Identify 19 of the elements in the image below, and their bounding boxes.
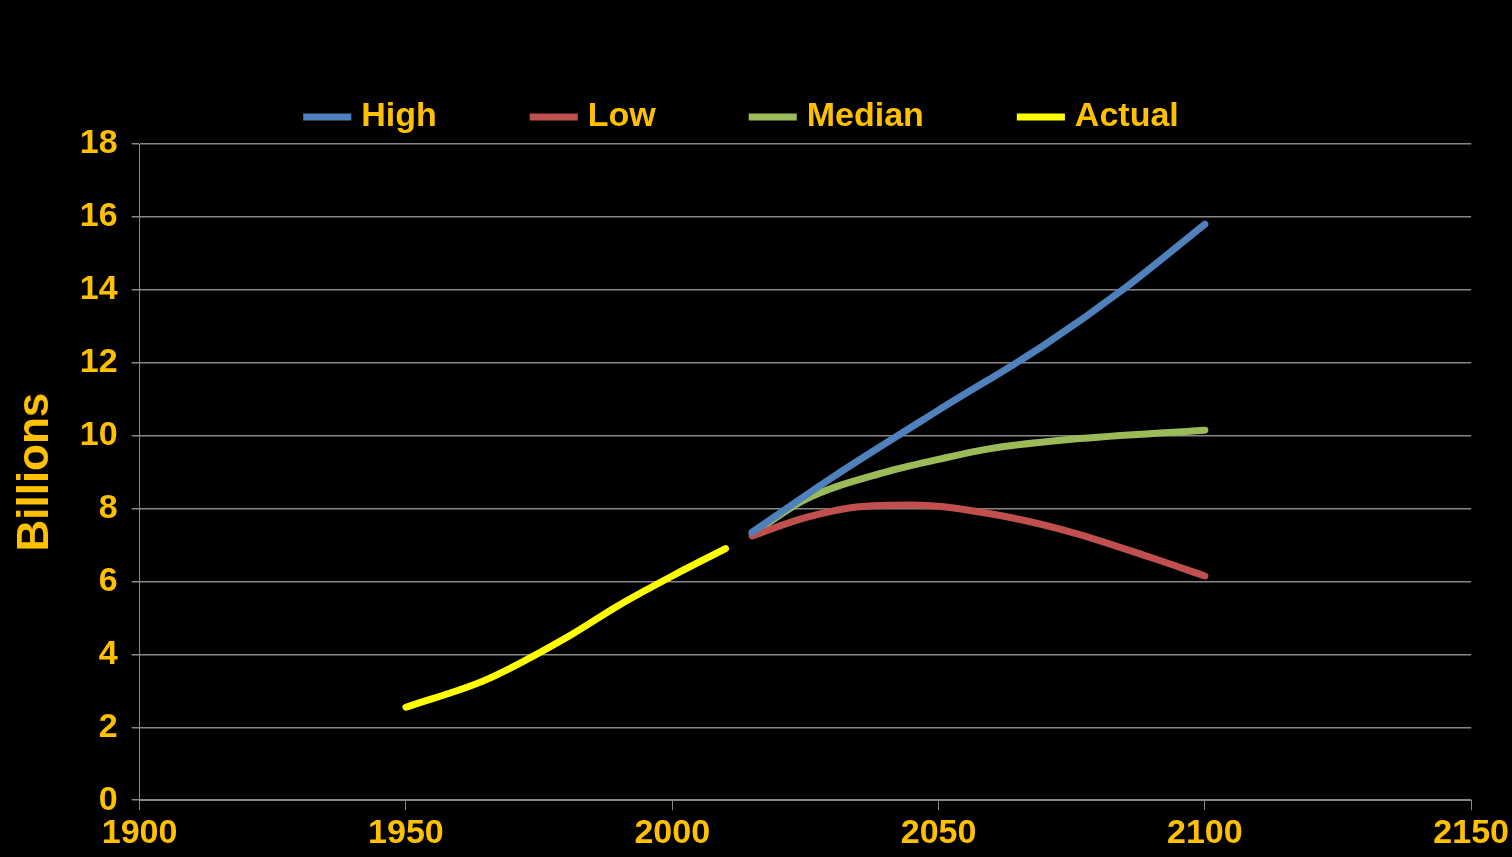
legend-label: Median: [806, 95, 924, 134]
y-tick-label: 4: [98, 632, 118, 671]
y-tick-label: 16: [79, 195, 118, 234]
y-tick-label: 18: [79, 122, 118, 161]
y-tick-label: 2: [98, 705, 118, 744]
x-tick-label: 2000: [634, 811, 711, 850]
y-tick-label: 6: [98, 559, 118, 598]
legend-label: Low: [587, 95, 657, 134]
x-tick-label: 2050: [900, 811, 977, 850]
legend-label: High: [361, 95, 437, 134]
x-tick-label: 2100: [1167, 811, 1243, 850]
y-tick-label: 12: [79, 341, 118, 380]
y-axis-title: Billions: [7, 392, 57, 552]
y-tick-label: 8: [98, 486, 118, 525]
y-tick-label: 10: [79, 414, 118, 453]
legend-label: Actual: [1074, 95, 1179, 134]
x-tick-label: 2150: [1433, 811, 1509, 850]
x-tick-label: 1950: [368, 811, 444, 850]
y-tick-label: 14: [79, 268, 118, 307]
